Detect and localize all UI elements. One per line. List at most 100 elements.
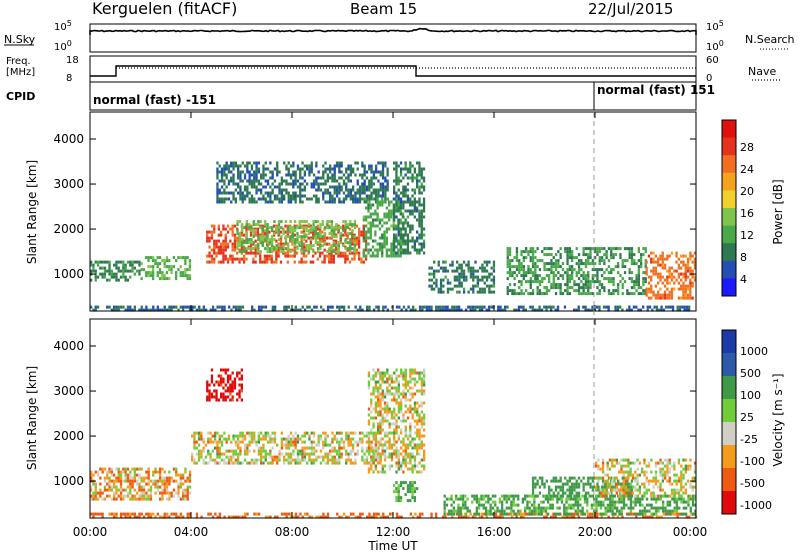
velocity-tick-25: 25 — [740, 411, 754, 424]
powerBar-swatch-4 — [722, 190, 736, 209]
velocity-region-1 — [90, 467, 192, 501]
powerBar-swatch-1 — [722, 137, 736, 156]
power-tick-28: 28 — [740, 141, 754, 154]
velocity-tick-100: 100 — [740, 389, 761, 402]
velBar-swatch-3 — [722, 399, 736, 423]
velocity-region-4 — [367, 368, 426, 474]
noise-sky-trace — [89, 27, 697, 35]
power-region-8 — [428, 260, 496, 294]
velocity-y-label: Slant Range [km] — [25, 366, 39, 470]
freq-trace — [90, 65, 696, 77]
velocity-tick-1000: 1000 — [740, 345, 768, 358]
x-tick-label-3: 12:00 — [376, 525, 411, 539]
velocity-colorbar-label: Velocity [m s⁻¹] — [771, 373, 785, 466]
velocity-tick-neg100: -100 — [740, 455, 765, 468]
freq-label-top: Freq. — [6, 56, 31, 67]
power-heatmap — [90, 161, 697, 312]
cpid-panel-frame — [89, 81, 697, 111]
date-title: 22/Jul/2015 — [588, 0, 673, 18]
power-tick-4: 4 — [740, 273, 747, 286]
power-ytick-4000: 4000 — [53, 132, 84, 146]
power-y-label: Slant Range [km] — [25, 160, 39, 264]
cpid-mode-1: normal (fast) -151 — [93, 93, 216, 107]
power-tick-12: 12 — [740, 229, 754, 242]
powerBar-swatch-3 — [722, 172, 736, 191]
noise-panel-frame — [89, 23, 697, 53]
power-y-axis: 1000 2000 3000 4000 — [53, 132, 696, 281]
power-region-2 — [140, 256, 192, 281]
power-ytick-3000: 3000 — [53, 177, 84, 191]
velocity-tick-500: 500 — [740, 367, 761, 380]
freq-tick-top: 18 — [66, 55, 79, 66]
power-region-5 — [216, 161, 389, 204]
power-tick-8: 8 — [740, 251, 747, 264]
power-region-7 — [393, 161, 426, 255]
velocity-ytick-1000: 1000 — [53, 474, 84, 488]
velocity-region-3 — [206, 368, 243, 402]
power-ytick-1000: 1000 — [53, 267, 84, 281]
powerBar-swatch-2 — [722, 155, 736, 174]
velocity-ytick-2000: 2000 — [53, 429, 84, 443]
velocity-colorbar — [721, 329, 737, 515]
velBar-swatch-1 — [722, 353, 736, 377]
cpid-label: CPID — [6, 90, 35, 103]
velocity-tick-neg1000: -1000 — [740, 499, 772, 512]
velocity-region-2 — [191, 431, 382, 465]
powerBar-swatch-7 — [722, 243, 736, 262]
velBar-swatch-2 — [722, 376, 736, 400]
powerBar-swatch-8 — [722, 260, 736, 279]
nave-tick-bottom: 0 — [706, 73, 712, 84]
noise-search-label: N.Search — [745, 33, 795, 46]
noise-tick-left-bottom: 100 — [54, 39, 72, 53]
velBar-swatch-5 — [722, 445, 736, 469]
freq-panel-frame — [89, 55, 697, 83]
power-region-4 — [236, 220, 357, 254]
x-tick-label-1: 04:00 — [174, 525, 209, 539]
velocity-heatmap — [90, 368, 698, 519]
velocity-y-axis: 1000 2000 3000 4000 — [53, 339, 696, 488]
velocity-region-5 — [393, 481, 419, 503]
velocity-tick-neg500: -500 — [740, 477, 765, 490]
freq-label-bottom: [MHz] — [6, 67, 35, 78]
velocity-ytick-4000: 4000 — [53, 339, 84, 353]
beam-title: Beam 15 — [350, 0, 417, 18]
velBar-swatch-0 — [722, 330, 736, 354]
power-ytick-2000: 2000 — [53, 222, 84, 236]
powerBar-swatch-9 — [722, 278, 736, 297]
nave-label: Nave — [748, 65, 776, 78]
powerBar-swatch-5 — [722, 208, 736, 226]
noise-tick-left-top: 105 — [54, 19, 72, 33]
velocity-region-8 — [595, 458, 697, 498]
velBar-swatch-4 — [722, 422, 736, 446]
x-tick-label-6: 00:00 — [673, 525, 708, 539]
power-colorbar — [721, 119, 737, 297]
powerBar-swatch-6 — [722, 225, 736, 244]
velocity-ytick-3000: 3000 — [53, 384, 84, 398]
power-tick-24: 24 — [740, 163, 754, 176]
power-region-0 — [90, 305, 691, 312]
noise-tick-right-bottom: 100 — [706, 39, 724, 53]
velBar-swatch-6 — [722, 468, 736, 492]
power-region-9 — [506, 247, 647, 296]
freq-tick-bottom: 8 — [66, 73, 72, 84]
x-tick-label-0: 00:00 — [73, 525, 108, 539]
power-colorbar-ticks: 28 24 20 16 12 8 4 — [740, 141, 754, 286]
velBar-swatch-7 — [722, 491, 736, 515]
noise-tick-right-top: 105 — [706, 19, 724, 33]
station-title: Kerguelen (fitACF) — [92, 0, 237, 18]
velocity-region-6 — [443, 494, 697, 516]
powerBar-swatch-0 — [722, 120, 736, 138]
velocity-tick-neg25: -25 — [740, 433, 758, 446]
x-tick-label-5: 20:00 — [578, 525, 613, 539]
power-colorbar-label: Power [dB] — [771, 179, 785, 244]
time-axis: 00:00 04:00 08:00 12:00 16:00 20:00 00:0… — [73, 112, 708, 539]
power-tick-16: 16 — [740, 207, 754, 220]
power-tick-20: 20 — [740, 185, 754, 198]
power-region-10 — [645, 251, 697, 300]
x-axis-label: Time UT — [367, 539, 418, 553]
velocity-colorbar-ticks: 1000 500 100 25 -25 -100 -500 -1000 — [740, 345, 772, 512]
nave-tick-top: 60 — [706, 55, 719, 66]
x-tick-label-2: 08:00 — [275, 525, 310, 539]
x-tick-label-4: 16:00 — [477, 525, 512, 539]
